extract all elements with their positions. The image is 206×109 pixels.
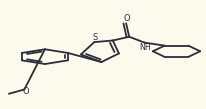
Text: NH: NH [139, 43, 150, 52]
Text: O: O [22, 87, 29, 96]
Text: S: S [92, 33, 97, 42]
Text: O: O [123, 14, 130, 23]
